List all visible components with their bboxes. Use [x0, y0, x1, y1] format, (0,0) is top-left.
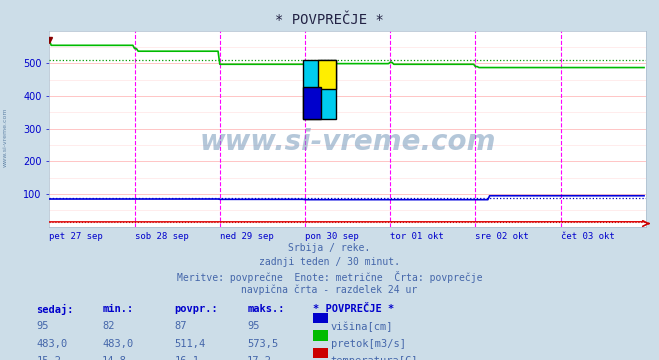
Text: pon 30 sep: pon 30 sep	[305, 232, 358, 241]
FancyBboxPatch shape	[303, 60, 335, 119]
Text: www.si-vreme.com: www.si-vreme.com	[200, 129, 496, 157]
Text: 95: 95	[247, 321, 260, 332]
FancyBboxPatch shape	[318, 60, 335, 89]
Text: Meritve: povprečne  Enote: metrične  Črta: povprečje: Meritve: povprečne Enote: metrične Črta:…	[177, 271, 482, 283]
Text: 17,2: 17,2	[247, 356, 272, 360]
Text: www.si-vreme.com: www.si-vreme.com	[3, 107, 8, 167]
Text: zadnji teden / 30 minut.: zadnji teden / 30 minut.	[259, 257, 400, 267]
Text: 15,2: 15,2	[36, 356, 61, 360]
Text: sob 28 sep: sob 28 sep	[134, 232, 188, 241]
Text: čet 03 okt: čet 03 okt	[561, 232, 614, 241]
Text: Srbija / reke.: Srbija / reke.	[289, 243, 370, 253]
Text: 511,4: 511,4	[175, 339, 206, 349]
Text: * POVPREČJE *: * POVPREČJE *	[313, 304, 394, 314]
Text: min.:: min.:	[102, 304, 133, 314]
Text: * POVPREČJE *: * POVPREČJE *	[275, 13, 384, 27]
Text: višina[cm]: višina[cm]	[331, 321, 393, 332]
Text: navpična črta - razdelek 24 ur: navpična črta - razdelek 24 ur	[241, 284, 418, 294]
Text: 573,5: 573,5	[247, 339, 278, 349]
Text: tor 01 okt: tor 01 okt	[390, 232, 444, 241]
Text: 483,0: 483,0	[102, 339, 133, 349]
Text: 95: 95	[36, 321, 49, 332]
Text: 14,8: 14,8	[102, 356, 127, 360]
Text: ned 29 sep: ned 29 sep	[220, 232, 273, 241]
Text: povpr.:: povpr.:	[175, 304, 218, 314]
Text: 16,1: 16,1	[175, 356, 200, 360]
Text: sedaj:: sedaj:	[36, 304, 74, 315]
Text: sre 02 okt: sre 02 okt	[475, 232, 529, 241]
Text: 87: 87	[175, 321, 187, 332]
FancyBboxPatch shape	[303, 86, 321, 119]
Text: pretok[m3/s]: pretok[m3/s]	[331, 339, 406, 349]
Text: pet 27 sep: pet 27 sep	[49, 232, 103, 241]
Text: temperatura[C]: temperatura[C]	[331, 356, 418, 360]
Text: 483,0: 483,0	[36, 339, 67, 349]
Text: maks.:: maks.:	[247, 304, 285, 314]
Text: 82: 82	[102, 321, 115, 332]
